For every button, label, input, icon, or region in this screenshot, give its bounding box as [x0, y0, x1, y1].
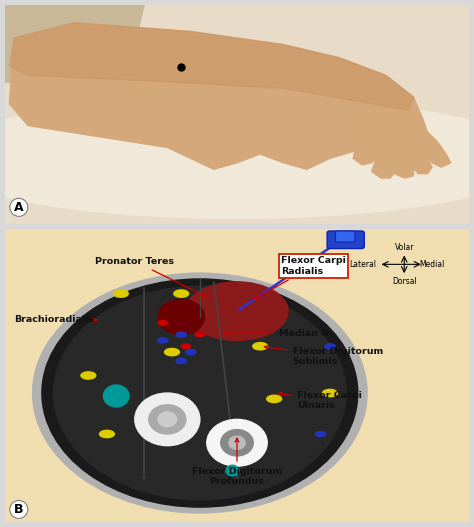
Polygon shape	[5, 5, 144, 104]
Text: A: A	[14, 201, 24, 214]
Ellipse shape	[158, 320, 167, 325]
Ellipse shape	[229, 436, 245, 450]
Text: Lateral: Lateral	[349, 260, 376, 269]
Ellipse shape	[164, 348, 179, 356]
Ellipse shape	[149, 405, 186, 434]
Ellipse shape	[174, 290, 189, 297]
Ellipse shape	[42, 279, 358, 507]
Ellipse shape	[176, 358, 186, 364]
Ellipse shape	[157, 338, 168, 343]
Ellipse shape	[253, 343, 268, 350]
Polygon shape	[348, 89, 451, 178]
Text: Brachioradialis: Brachioradialis	[14, 316, 97, 325]
Ellipse shape	[103, 385, 129, 407]
Ellipse shape	[181, 344, 191, 348]
Polygon shape	[9, 23, 423, 169]
Ellipse shape	[54, 286, 346, 500]
Text: Median N.: Median N.	[225, 328, 333, 338]
Text: Pronator Teres: Pronator Teres	[95, 257, 205, 296]
Ellipse shape	[226, 465, 239, 476]
Ellipse shape	[195, 332, 204, 337]
Ellipse shape	[176, 332, 186, 337]
Ellipse shape	[81, 372, 96, 379]
Ellipse shape	[186, 282, 288, 340]
Ellipse shape	[322, 389, 337, 397]
Ellipse shape	[100, 431, 114, 437]
Text: Flexor Carpi
Radialis: Flexor Carpi Radialis	[255, 256, 346, 299]
Ellipse shape	[158, 412, 177, 427]
Text: Flexor Digitorum
Sublimis: Flexor Digitorum Sublimis	[264, 345, 383, 366]
Polygon shape	[9, 23, 413, 110]
FancyBboxPatch shape	[327, 231, 365, 249]
Ellipse shape	[221, 430, 253, 456]
Ellipse shape	[316, 432, 326, 436]
Ellipse shape	[158, 299, 204, 335]
Text: B: B	[14, 503, 24, 516]
Ellipse shape	[267, 395, 282, 403]
Ellipse shape	[33, 273, 367, 513]
Text: Volar: Volar	[394, 243, 414, 252]
Text: Flexor Digitorum
Profundus: Flexor Digitorum Profundus	[192, 438, 282, 486]
Ellipse shape	[325, 344, 335, 349]
FancyBboxPatch shape	[336, 231, 355, 242]
Ellipse shape	[185, 349, 196, 355]
Text: Flexor Carpi
Ulnaris: Flexor Carpi Ulnaris	[278, 391, 362, 410]
Ellipse shape	[113, 290, 128, 297]
Text: Dorsal: Dorsal	[392, 277, 417, 286]
Ellipse shape	[207, 419, 267, 466]
Ellipse shape	[0, 98, 474, 219]
Text: Medial: Medial	[419, 260, 445, 269]
Ellipse shape	[135, 393, 200, 446]
